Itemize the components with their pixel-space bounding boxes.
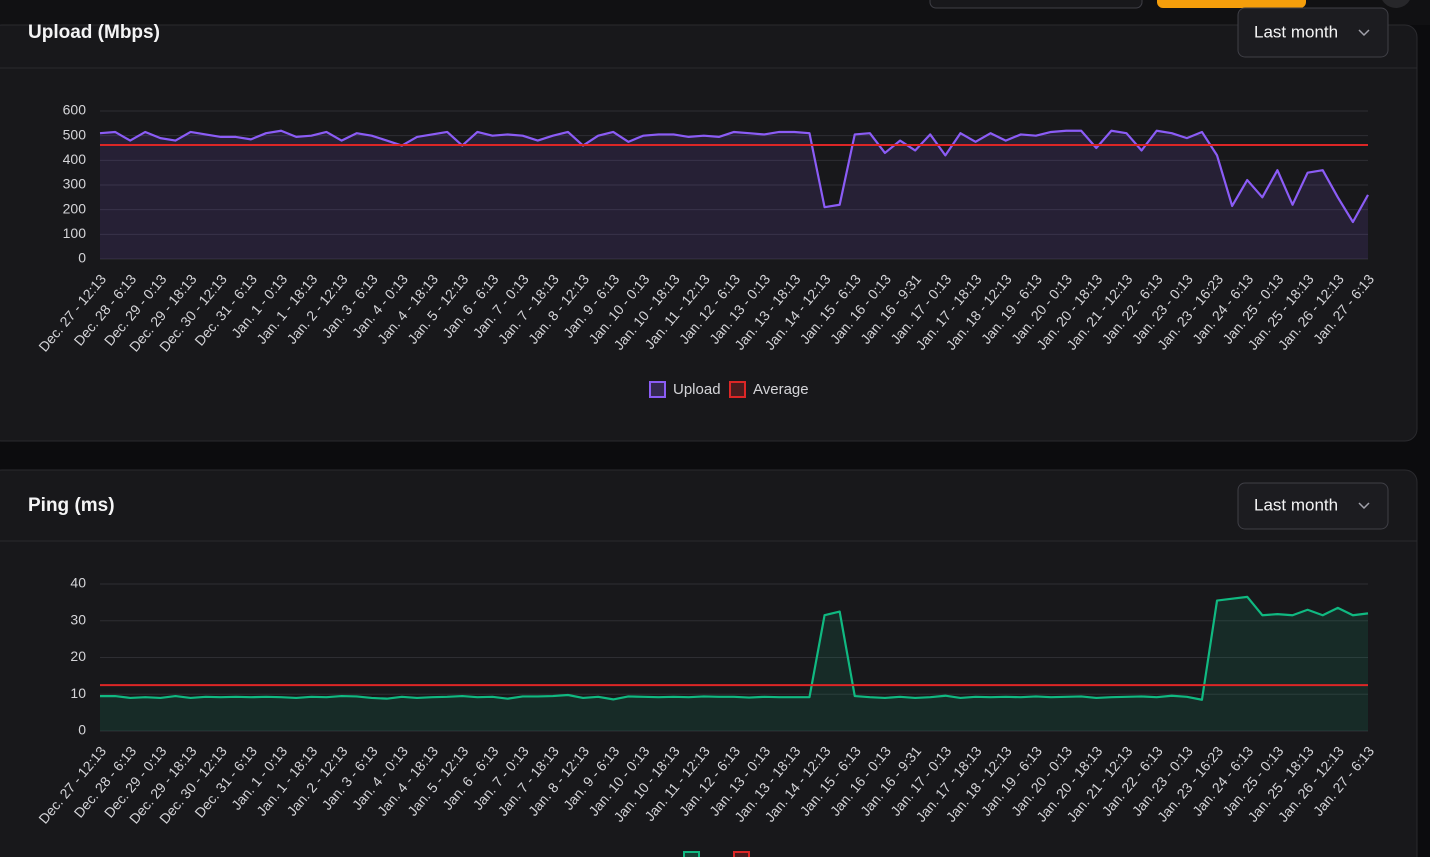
y-tick-label: 0 xyxy=(78,250,86,266)
card-title: Upload (Mbps) xyxy=(28,22,160,43)
y-tick-label: 40 xyxy=(70,575,86,591)
y-tick-label: 200 xyxy=(63,200,87,216)
search-box[interactable] xyxy=(929,0,1143,9)
upload-card xyxy=(0,24,1418,442)
action-button[interactable] xyxy=(1157,0,1306,8)
card-title: Ping (ms) xyxy=(28,495,115,516)
series-line xyxy=(100,595,1369,701)
range-dropdown[interactable] xyxy=(1237,482,1389,530)
area xyxy=(100,130,1368,259)
chevron xyxy=(1358,502,1370,510)
legend-swatch xyxy=(733,851,750,857)
legend-swatch xyxy=(729,381,746,398)
dropdown-label[interactable]: Last month xyxy=(1254,495,1338,514)
y-tick-label: 0 xyxy=(78,722,86,738)
y-tick-label: 30 xyxy=(70,611,86,627)
legend-swatch xyxy=(649,381,666,398)
ping-card xyxy=(0,469,1418,857)
dropdown-label[interactable]: Last month xyxy=(1254,22,1338,41)
y-tick-label: 20 xyxy=(70,648,86,664)
y-tick-label: 500 xyxy=(63,126,87,142)
legend-label: Upload xyxy=(673,381,721,398)
y-tick-label: 300 xyxy=(63,176,87,192)
avatar[interactable] xyxy=(1380,0,1412,8)
y-tick-label: 600 xyxy=(63,102,87,118)
series-line xyxy=(99,129,1369,224)
y-tick-label: 100 xyxy=(63,225,87,241)
legend-label: Average xyxy=(753,381,809,398)
y-tick-label: 400 xyxy=(63,151,87,167)
legend-swatch xyxy=(683,851,700,857)
y-tick-label: 10 xyxy=(70,685,86,701)
chevron xyxy=(1358,29,1370,37)
range-dropdown[interactable] xyxy=(1237,7,1389,58)
